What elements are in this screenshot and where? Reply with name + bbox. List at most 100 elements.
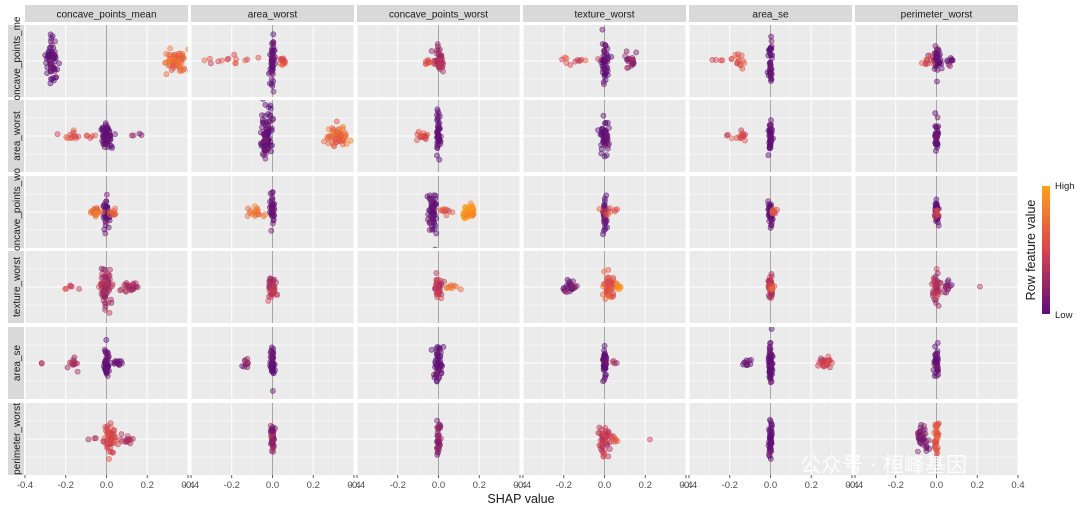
data-point — [111, 427, 118, 433]
data-point — [434, 142, 441, 149]
points-group — [434, 417, 444, 458]
data-point — [260, 100, 266, 102]
x-tick-label: 0.2 — [473, 480, 486, 491]
data-point — [602, 353, 608, 360]
data-point — [433, 152, 440, 159]
data-point — [67, 131, 73, 138]
x-tick-label: 0.4 — [679, 480, 692, 491]
data-point — [101, 435, 108, 442]
data-point — [432, 192, 439, 199]
data-point — [933, 281, 939, 288]
data-point — [262, 101, 269, 108]
data-point — [449, 209, 456, 216]
points-group — [740, 327, 835, 386]
legend-low-label: Low — [1055, 310, 1073, 321]
data-point — [38, 360, 45, 367]
data-point — [601, 48, 608, 55]
data-point — [434, 282, 440, 289]
data-point — [602, 197, 608, 204]
data-point — [601, 81, 607, 88]
data-point — [272, 366, 278, 373]
data-point — [601, 141, 608, 148]
legend-title: Row feature value — [1024, 200, 1038, 301]
row-strip-label: area_se — [12, 344, 23, 381]
data-point — [606, 445, 613, 452]
data-point — [218, 57, 225, 64]
x-tick-label: -0.4 — [681, 480, 697, 491]
data-point — [601, 342, 608, 349]
panel-4-2 — [356, 327, 521, 399]
data-point — [87, 209, 94, 216]
panel-2-0 — [24, 176, 189, 248]
data-point — [944, 57, 951, 64]
data-point — [457, 286, 464, 293]
points-group — [265, 275, 281, 304]
data-point — [605, 145, 611, 152]
data-point — [923, 445, 930, 451]
data-point — [428, 48, 435, 54]
column-strip-label: concave_points_worst — [389, 10, 488, 21]
data-point — [923, 448, 930, 454]
data-point — [928, 52, 934, 59]
data-point — [264, 132, 271, 138]
panel-4-0 — [24, 327, 189, 399]
data-point — [258, 141, 265, 147]
data-point — [921, 435, 927, 442]
data-point — [713, 57, 719, 63]
data-point — [612, 206, 618, 213]
data-point — [162, 60, 169, 66]
data-point — [268, 125, 275, 132]
data-point — [268, 437, 275, 444]
data-point — [602, 374, 608, 381]
data-point — [102, 306, 108, 313]
data-point — [826, 357, 833, 363]
data-point — [255, 54, 262, 61]
data-point — [935, 291, 942, 298]
x-tick-label: -0.4 — [515, 480, 531, 491]
data-point — [436, 345, 443, 352]
data-point — [945, 286, 951, 293]
points-group — [724, 117, 776, 159]
data-point — [933, 359, 939, 366]
data-point — [598, 146, 605, 152]
data-point — [172, 51, 178, 58]
data-point — [563, 282, 570, 289]
data-point — [268, 127, 275, 134]
panel-2-4 — [688, 176, 853, 248]
data-point — [601, 439, 608, 446]
data-point — [728, 135, 735, 142]
data-point — [603, 152, 610, 159]
data-point — [436, 126, 443, 132]
data-point — [440, 68, 446, 75]
data-point — [601, 350, 608, 357]
data-point — [434, 439, 441, 446]
data-point — [570, 278, 576, 285]
data-point — [339, 141, 346, 148]
data-point — [600, 112, 607, 119]
data-point — [768, 439, 774, 446]
x-tick-label: 0.0 — [930, 480, 943, 491]
data-point — [268, 287, 275, 294]
data-point — [103, 336, 110, 343]
data-point — [168, 67, 175, 73]
points-group — [709, 33, 775, 84]
panel-1-1 — [190, 100, 355, 172]
data-point — [96, 283, 102, 290]
data-point — [766, 349, 773, 356]
data-point — [933, 265, 940, 272]
legend-high-label: High — [1055, 181, 1075, 192]
data-point — [602, 71, 608, 77]
data-point — [433, 276, 440, 283]
data-point — [434, 117, 440, 123]
data-point — [915, 448, 921, 455]
panel-2-1 — [190, 176, 355, 248]
watermark-text: 公众号 · 桓峰基因 — [800, 453, 967, 477]
data-point — [768, 327, 775, 332]
points-group — [422, 41, 447, 75]
row-strip-label: perimeter_worst — [12, 403, 23, 475]
data-point — [766, 133, 773, 140]
data-point — [765, 152, 772, 159]
column-strip-label: concave_points_mean — [56, 10, 156, 21]
data-point — [443, 212, 450, 219]
data-point — [93, 207, 100, 213]
